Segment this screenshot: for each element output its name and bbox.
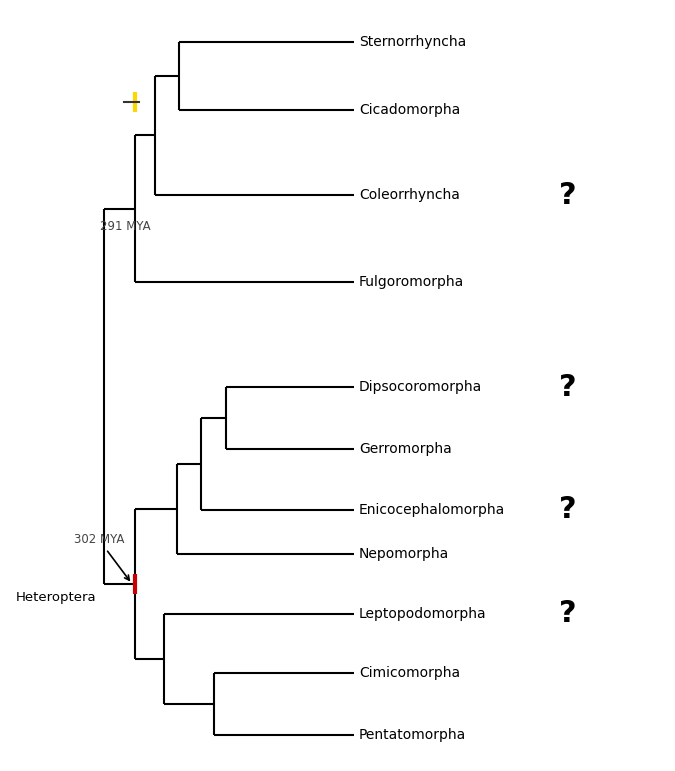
Text: ?: ? — [559, 599, 576, 628]
Text: Fulgoromorpha: Fulgoromorpha — [359, 275, 464, 289]
Text: 291 MYA: 291 MYA — [100, 220, 151, 233]
Text: Cimicomorpha: Cimicomorpha — [359, 666, 460, 680]
Text: Cicadomorpha: Cicadomorpha — [359, 103, 460, 116]
Text: Nepomorpha: Nepomorpha — [359, 547, 449, 561]
Text: ?: ? — [559, 373, 576, 402]
Text: Coleorrhyncha: Coleorrhyncha — [359, 188, 460, 202]
Text: Sternorrhyncha: Sternorrhyncha — [359, 35, 466, 49]
Text: Pentatomorpha: Pentatomorpha — [359, 728, 466, 742]
Text: ?: ? — [559, 180, 576, 210]
Text: Leptopodomorpha: Leptopodomorpha — [359, 607, 487, 621]
Text: Gerromorpha: Gerromorpha — [359, 442, 452, 456]
Text: 302 MYA: 302 MYA — [74, 534, 130, 581]
Text: Dipsocoromorpha: Dipsocoromorpha — [359, 380, 482, 395]
Text: Heteroptera: Heteroptera — [16, 591, 96, 604]
Text: ?: ? — [559, 495, 576, 524]
Text: Enicocephalomorpha: Enicocephalomorpha — [359, 503, 505, 517]
